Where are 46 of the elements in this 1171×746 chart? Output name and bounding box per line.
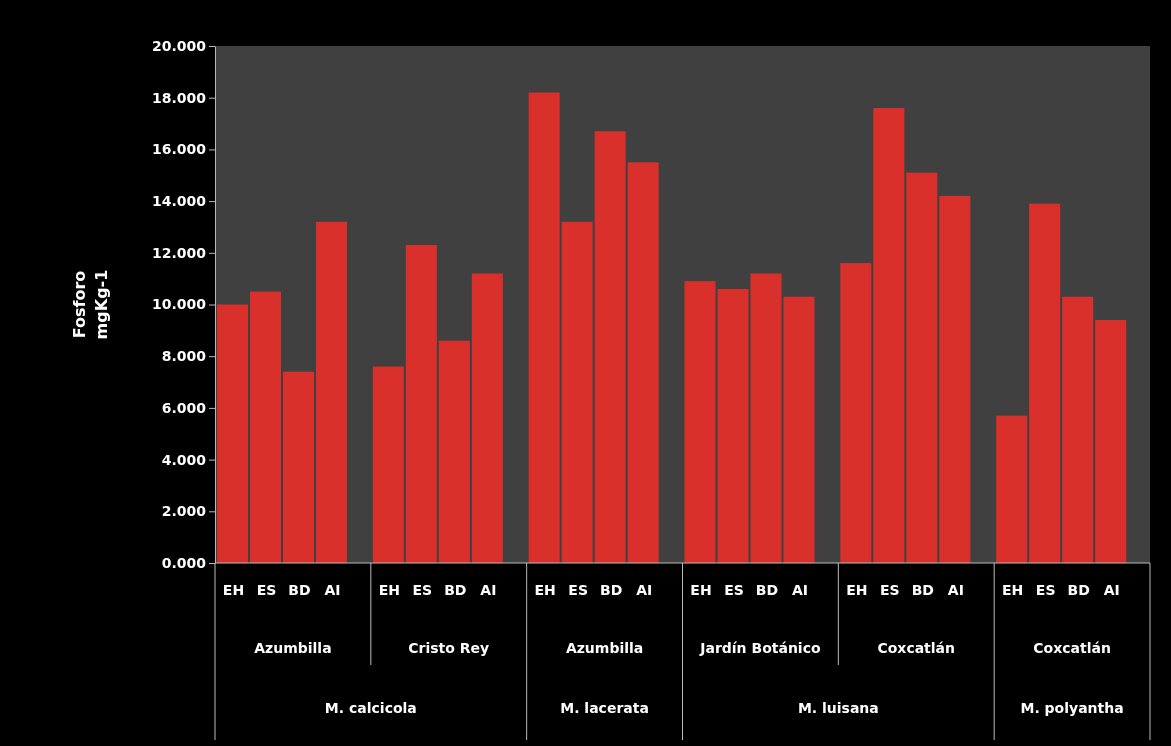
y-tick-label: 4.000 — [161, 451, 207, 468]
y-axis-title: Fosforo mgKg-1 — [70, 269, 111, 340]
x-tick-label: ES — [1035, 582, 1056, 598]
x-tick-label: ES — [412, 582, 433, 598]
text: M. luisana — [797, 700, 879, 716]
x-tick-label: AI — [324, 582, 341, 598]
text: Coxcatlán — [877, 640, 956, 656]
y-tick-label: 14.000 — [151, 193, 207, 210]
text: Azumbilla — [254, 640, 332, 656]
x-tick-label: AI — [947, 582, 964, 598]
x-tick-label: AI — [1103, 582, 1120, 598]
x-tick-label: BD — [444, 582, 467, 598]
y-tick-label: 10.000 — [151, 296, 207, 313]
x-tick-label: EH — [534, 582, 556, 598]
text: M. calcicola — [324, 700, 417, 716]
y-tick-label: 20.000 — [151, 37, 207, 54]
text: M. polyantha — [1020, 700, 1124, 716]
x-tick-label: EH — [846, 582, 868, 598]
x-tick-label: EH — [378, 582, 400, 598]
x-tick-label: EH — [222, 582, 245, 598]
text: M. lacerata — [560, 700, 649, 716]
y-tick-label: 8.000 — [161, 348, 207, 365]
x-tick-label: ES — [256, 582, 277, 598]
x-tick-label: ES — [568, 582, 588, 598]
x-tick-label: BD — [288, 582, 311, 598]
x-tick-label: ES — [880, 582, 900, 598]
text: Cristo Rey — [408, 640, 490, 656]
y-tick-label: 6.000 — [161, 399, 207, 416]
text: Azumbilla — [565, 640, 644, 656]
y-tick-label: 12.000 — [151, 244, 207, 261]
y-tick-label: 2.000 — [161, 503, 207, 520]
y-tick-label: 18.000 — [151, 89, 207, 106]
text: Coxcatlán — [1033, 640, 1111, 656]
x-tick-label: BD — [600, 582, 623, 598]
y-tick-label: 16.000 — [151, 141, 207, 158]
x-tick-label: BD — [911, 582, 934, 598]
x-tick-label: AI — [480, 582, 497, 598]
text: Jardín Botánico — [699, 640, 821, 656]
x-tick-label: BD — [755, 582, 779, 598]
x-tick-label: BD — [1067, 582, 1090, 598]
x-tick-label: EH — [690, 582, 712, 598]
x-tick-label: AI — [791, 582, 809, 598]
y-tick-label: 0.000 — [161, 554, 207, 571]
x-tick-label: ES — [724, 582, 744, 598]
x-tick-label: EH — [1002, 582, 1024, 598]
x-tick-label: AI — [636, 582, 653, 598]
